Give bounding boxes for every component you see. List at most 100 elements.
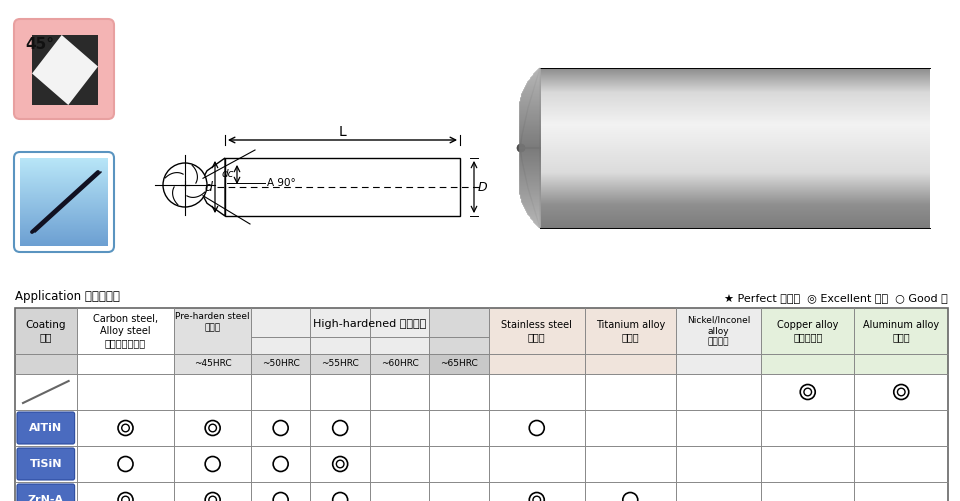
FancyBboxPatch shape — [17, 484, 75, 501]
Bar — [20, 215, 108, 216]
Bar — [251, 410, 310, 446]
Bar — [20, 225, 108, 226]
Bar — [540, 208, 930, 209]
Bar — [540, 141, 930, 142]
Bar — [540, 137, 930, 138]
Bar — [251, 354, 310, 374]
Bar — [676, 374, 761, 410]
Bar — [540, 129, 930, 130]
Bar — [429, 482, 489, 501]
Text: Coating
塗層: Coating 塗層 — [26, 320, 66, 342]
Text: ~60HRC: ~60HRC — [381, 360, 419, 369]
Bar — [540, 104, 930, 105]
Bar — [20, 191, 108, 192]
Bar — [20, 200, 108, 201]
Bar — [540, 136, 930, 137]
Bar — [20, 183, 108, 184]
Bar — [585, 410, 676, 446]
Bar — [15, 308, 948, 501]
Bar — [540, 96, 930, 97]
Bar — [540, 115, 930, 116]
Bar — [20, 209, 108, 210]
Bar — [251, 374, 310, 410]
Bar — [540, 168, 930, 169]
Bar — [540, 138, 930, 139]
Bar — [540, 114, 930, 115]
Bar — [20, 201, 108, 202]
Bar — [20, 221, 108, 222]
Bar — [540, 127, 930, 128]
Bar — [540, 134, 930, 135]
Bar — [540, 122, 930, 123]
Bar — [20, 195, 108, 196]
Bar — [540, 125, 930, 126]
Bar — [540, 83, 930, 84]
Bar — [540, 203, 930, 204]
Bar — [540, 110, 930, 111]
Bar — [20, 214, 108, 215]
Text: ZrN-A: ZrN-A — [28, 495, 64, 501]
Bar — [540, 164, 930, 165]
Bar — [761, 374, 854, 410]
Text: Stainless steel
不锈鈣: Stainless steel 不锈鈣 — [501, 320, 572, 342]
Bar — [540, 85, 930, 86]
Bar — [429, 308, 489, 354]
Bar — [20, 232, 108, 233]
Bar — [540, 193, 930, 194]
Bar — [175, 374, 251, 410]
Bar — [20, 228, 108, 229]
Bar — [20, 177, 108, 178]
Bar — [540, 170, 930, 171]
Bar — [540, 106, 930, 107]
Bar — [540, 73, 930, 74]
Bar — [540, 196, 930, 197]
Bar — [540, 200, 930, 201]
Bar — [540, 226, 930, 227]
Bar — [540, 204, 930, 205]
Bar — [20, 180, 108, 181]
Bar — [540, 172, 930, 173]
Bar — [20, 224, 108, 225]
Bar — [540, 194, 930, 195]
Bar — [540, 91, 930, 92]
Bar — [540, 70, 930, 71]
Text: Application 適用材質：: Application 適用材質： — [15, 290, 120, 303]
Text: ~55HRC: ~55HRC — [322, 360, 359, 369]
Bar — [540, 131, 930, 132]
Bar — [20, 219, 108, 220]
Bar — [20, 187, 108, 188]
Bar — [251, 482, 310, 501]
Bar — [540, 103, 930, 104]
Bar — [540, 111, 930, 112]
Bar — [20, 205, 108, 206]
Bar — [540, 219, 930, 220]
Bar — [20, 175, 108, 176]
Bar — [540, 225, 930, 226]
Bar — [175, 482, 251, 501]
Bar — [540, 191, 930, 192]
Bar — [540, 143, 930, 144]
Bar — [540, 116, 930, 117]
Bar — [20, 162, 108, 163]
Bar — [540, 159, 930, 160]
Bar — [540, 198, 930, 199]
Bar — [175, 354, 251, 374]
Bar — [20, 159, 108, 160]
Bar — [761, 482, 854, 501]
Bar — [15, 308, 77, 354]
Bar — [20, 199, 108, 200]
Bar — [77, 374, 175, 410]
Bar — [854, 482, 948, 501]
Bar — [489, 354, 585, 374]
Bar — [540, 139, 930, 140]
Bar — [20, 160, 108, 161]
Bar — [676, 446, 761, 482]
Text: AlTiN: AlTiN — [29, 423, 62, 433]
Bar — [540, 107, 930, 108]
Bar — [540, 215, 930, 216]
Bar — [540, 205, 930, 206]
Bar — [854, 410, 948, 446]
Bar — [540, 76, 930, 77]
Text: d: d — [204, 180, 212, 193]
Bar — [540, 210, 930, 211]
